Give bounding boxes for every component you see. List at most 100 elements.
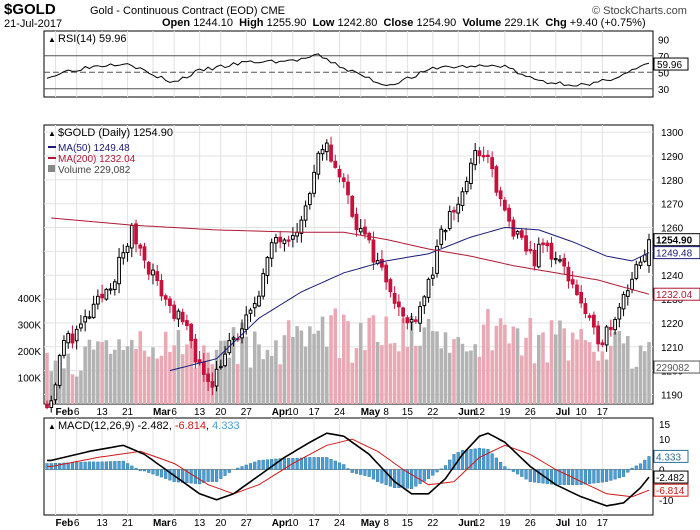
volume-bar	[536, 335, 541, 404]
macd-histogram-bar	[53, 463, 58, 470]
candle-body	[617, 306, 622, 320]
candle-body	[83, 316, 88, 323]
price-y-tick-label: 1280	[661, 176, 684, 187]
candle-body	[515, 230, 520, 235]
candle-body	[630, 278, 634, 290]
volume-bar	[341, 314, 346, 404]
candle-body	[575, 284, 579, 295]
volume-bar	[562, 328, 566, 404]
macd-histogram-bar	[549, 469, 554, 485]
candle-body	[498, 190, 503, 200]
candle-body	[180, 311, 185, 323]
volume-bar	[291, 336, 295, 404]
candle-body	[320, 149, 325, 155]
volume-bar	[74, 376, 79, 404]
candle-body	[583, 303, 588, 314]
candle-body	[426, 278, 431, 298]
volume-bar	[265, 349, 270, 404]
candle-body	[570, 279, 575, 285]
macd-histogram-bar	[575, 469, 579, 485]
macd-signal-line	[47, 438, 650, 498]
macd-histogram-bar	[384, 469, 388, 485]
volume-bar	[346, 321, 350, 404]
macd-histogram-bar	[524, 469, 528, 480]
macd-histogram-bar	[325, 457, 329, 470]
price-y-tick-label: 1240	[661, 271, 684, 282]
macd-histogram-bar	[58, 462, 62, 470]
candle-body	[439, 228, 444, 245]
candle-body	[286, 239, 291, 242]
macd-histogram-bar	[350, 469, 354, 473]
candle-body	[193, 338, 198, 363]
candle-body	[396, 301, 401, 308]
volume-bar	[363, 350, 367, 404]
macd-x-tick-label: 15	[402, 518, 414, 529]
macd-histogram-bar	[545, 469, 549, 484]
price-x-tick-label: 12	[474, 407, 486, 418]
macd-histogram-bar	[155, 469, 159, 476]
volume-bar	[176, 329, 181, 404]
candle-body	[269, 242, 274, 259]
macd-histogram-bar	[507, 468, 511, 470]
candle-body	[151, 269, 155, 276]
volume-bar	[447, 352, 452, 404]
volume-legend-swatch	[48, 165, 55, 172]
macd-histogram-bar	[130, 465, 134, 470]
macd-histogram-bar	[503, 466, 507, 470]
macd-histogram-bar	[626, 469, 630, 473]
candle-body	[163, 295, 168, 300]
volume-bar	[312, 333, 316, 404]
volume-bar	[257, 344, 261, 404]
candle-body	[257, 295, 261, 307]
rsi-y-tick-label: 90	[658, 35, 670, 46]
volume-bar	[113, 349, 117, 404]
candle-body	[592, 314, 596, 328]
volume-bar	[303, 346, 308, 404]
macd-x-tick-label: 27	[241, 518, 253, 529]
volume-bar	[104, 340, 109, 404]
volume-bar	[549, 320, 554, 404]
macd-histogram-bar	[465, 449, 469, 470]
volume-bar	[414, 345, 418, 404]
candle-body	[129, 224, 134, 249]
macd-histogram-bar	[431, 469, 435, 476]
volume-bar	[498, 318, 503, 404]
macd-histogram-bar	[380, 469, 384, 484]
candle-body	[307, 193, 312, 206]
macd-histogram-bar	[554, 469, 558, 485]
macd-x-tick-label: 13	[97, 518, 109, 529]
volume-last-value-label-box	[653, 360, 700, 374]
candle-body	[600, 342, 605, 346]
macd-x-tick-label: 10	[287, 518, 299, 529]
volume-bar	[286, 320, 291, 404]
candle-body	[282, 239, 287, 245]
candle-body	[401, 307, 405, 317]
volume-bar	[62, 368, 66, 404]
price-x-tick-label: 6	[74, 407, 80, 418]
macd-histogram-bar	[643, 459, 647, 470]
macd-histogram-bar	[87, 461, 91, 470]
macd-histogram-bar	[62, 462, 66, 470]
macd-histogram-bar	[227, 469, 231, 473]
volume-bar	[49, 371, 54, 404]
volume-bar	[350, 362, 355, 404]
volume-legend: Volume 229,082	[58, 165, 131, 176]
price-x-tick-label: Feb	[55, 407, 73, 418]
candle-body	[218, 365, 223, 369]
volume-bar	[172, 345, 176, 404]
candle-body	[469, 162, 473, 184]
macd-legend-sep: ,	[169, 420, 175, 432]
price-y-tick-label: 1290	[661, 152, 684, 163]
macd-x-tick-label: 12	[474, 518, 486, 529]
rsi-panel-frame	[43, 30, 654, 98]
volume-bar	[486, 308, 490, 404]
candle-body	[108, 288, 113, 291]
macd-legend-sep: ,	[206, 420, 212, 432]
macd-histogram-bar	[583, 469, 587, 485]
volume-bar	[630, 368, 634, 404]
description-text: Gold - Continuous Contract (EOD)	[90, 5, 258, 17]
candle-body	[642, 254, 647, 262]
volume-bar	[452, 339, 456, 404]
macd-histogram-bar	[422, 469, 426, 482]
